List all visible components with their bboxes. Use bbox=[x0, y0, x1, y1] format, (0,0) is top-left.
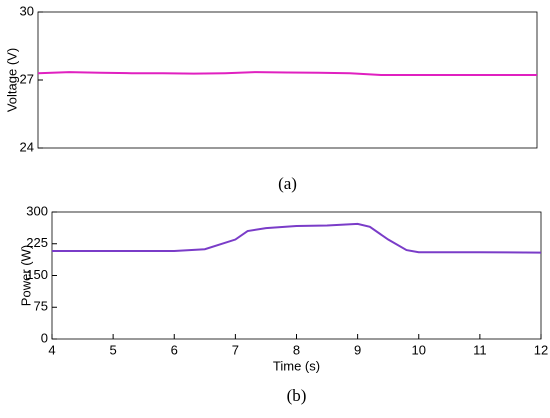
plot-area bbox=[37, 11, 538, 149]
x-tick-label: 6 bbox=[171, 342, 178, 357]
data-line bbox=[52, 222, 542, 254]
x-tick-label: 5 bbox=[110, 342, 117, 357]
x-axis-label: Time (s) bbox=[273, 358, 320, 373]
x-tick-label: 12 bbox=[534, 342, 548, 357]
y-tick-label: 75 bbox=[34, 299, 48, 314]
x-tick-label: 10 bbox=[412, 342, 426, 357]
y-axis-label: Power (W) bbox=[18, 245, 33, 306]
y-tick-label: 150 bbox=[26, 267, 48, 282]
x-tick-label: 8 bbox=[293, 342, 300, 357]
x-tick-label: 11 bbox=[473, 342, 487, 357]
plot-area bbox=[51, 211, 542, 340]
y-tick-label: 225 bbox=[26, 235, 48, 250]
caption: (b) bbox=[287, 386, 307, 405]
x-tick-label: 7 bbox=[232, 342, 239, 357]
x-tick-label: 9 bbox=[354, 342, 361, 357]
y-tick-label: 0 bbox=[41, 330, 48, 345]
y-tick-label: 300 bbox=[26, 203, 48, 218]
x-tick-label: 4 bbox=[48, 342, 55, 357]
y-axis-label: Voltage (V) bbox=[4, 48, 19, 112]
caption: (a) bbox=[278, 174, 297, 193]
y-tick-label: 27 bbox=[20, 71, 34, 86]
data-line bbox=[37, 71, 537, 77]
y-tick-label: 30 bbox=[20, 3, 34, 18]
y-tick-label: 24 bbox=[20, 139, 34, 154]
